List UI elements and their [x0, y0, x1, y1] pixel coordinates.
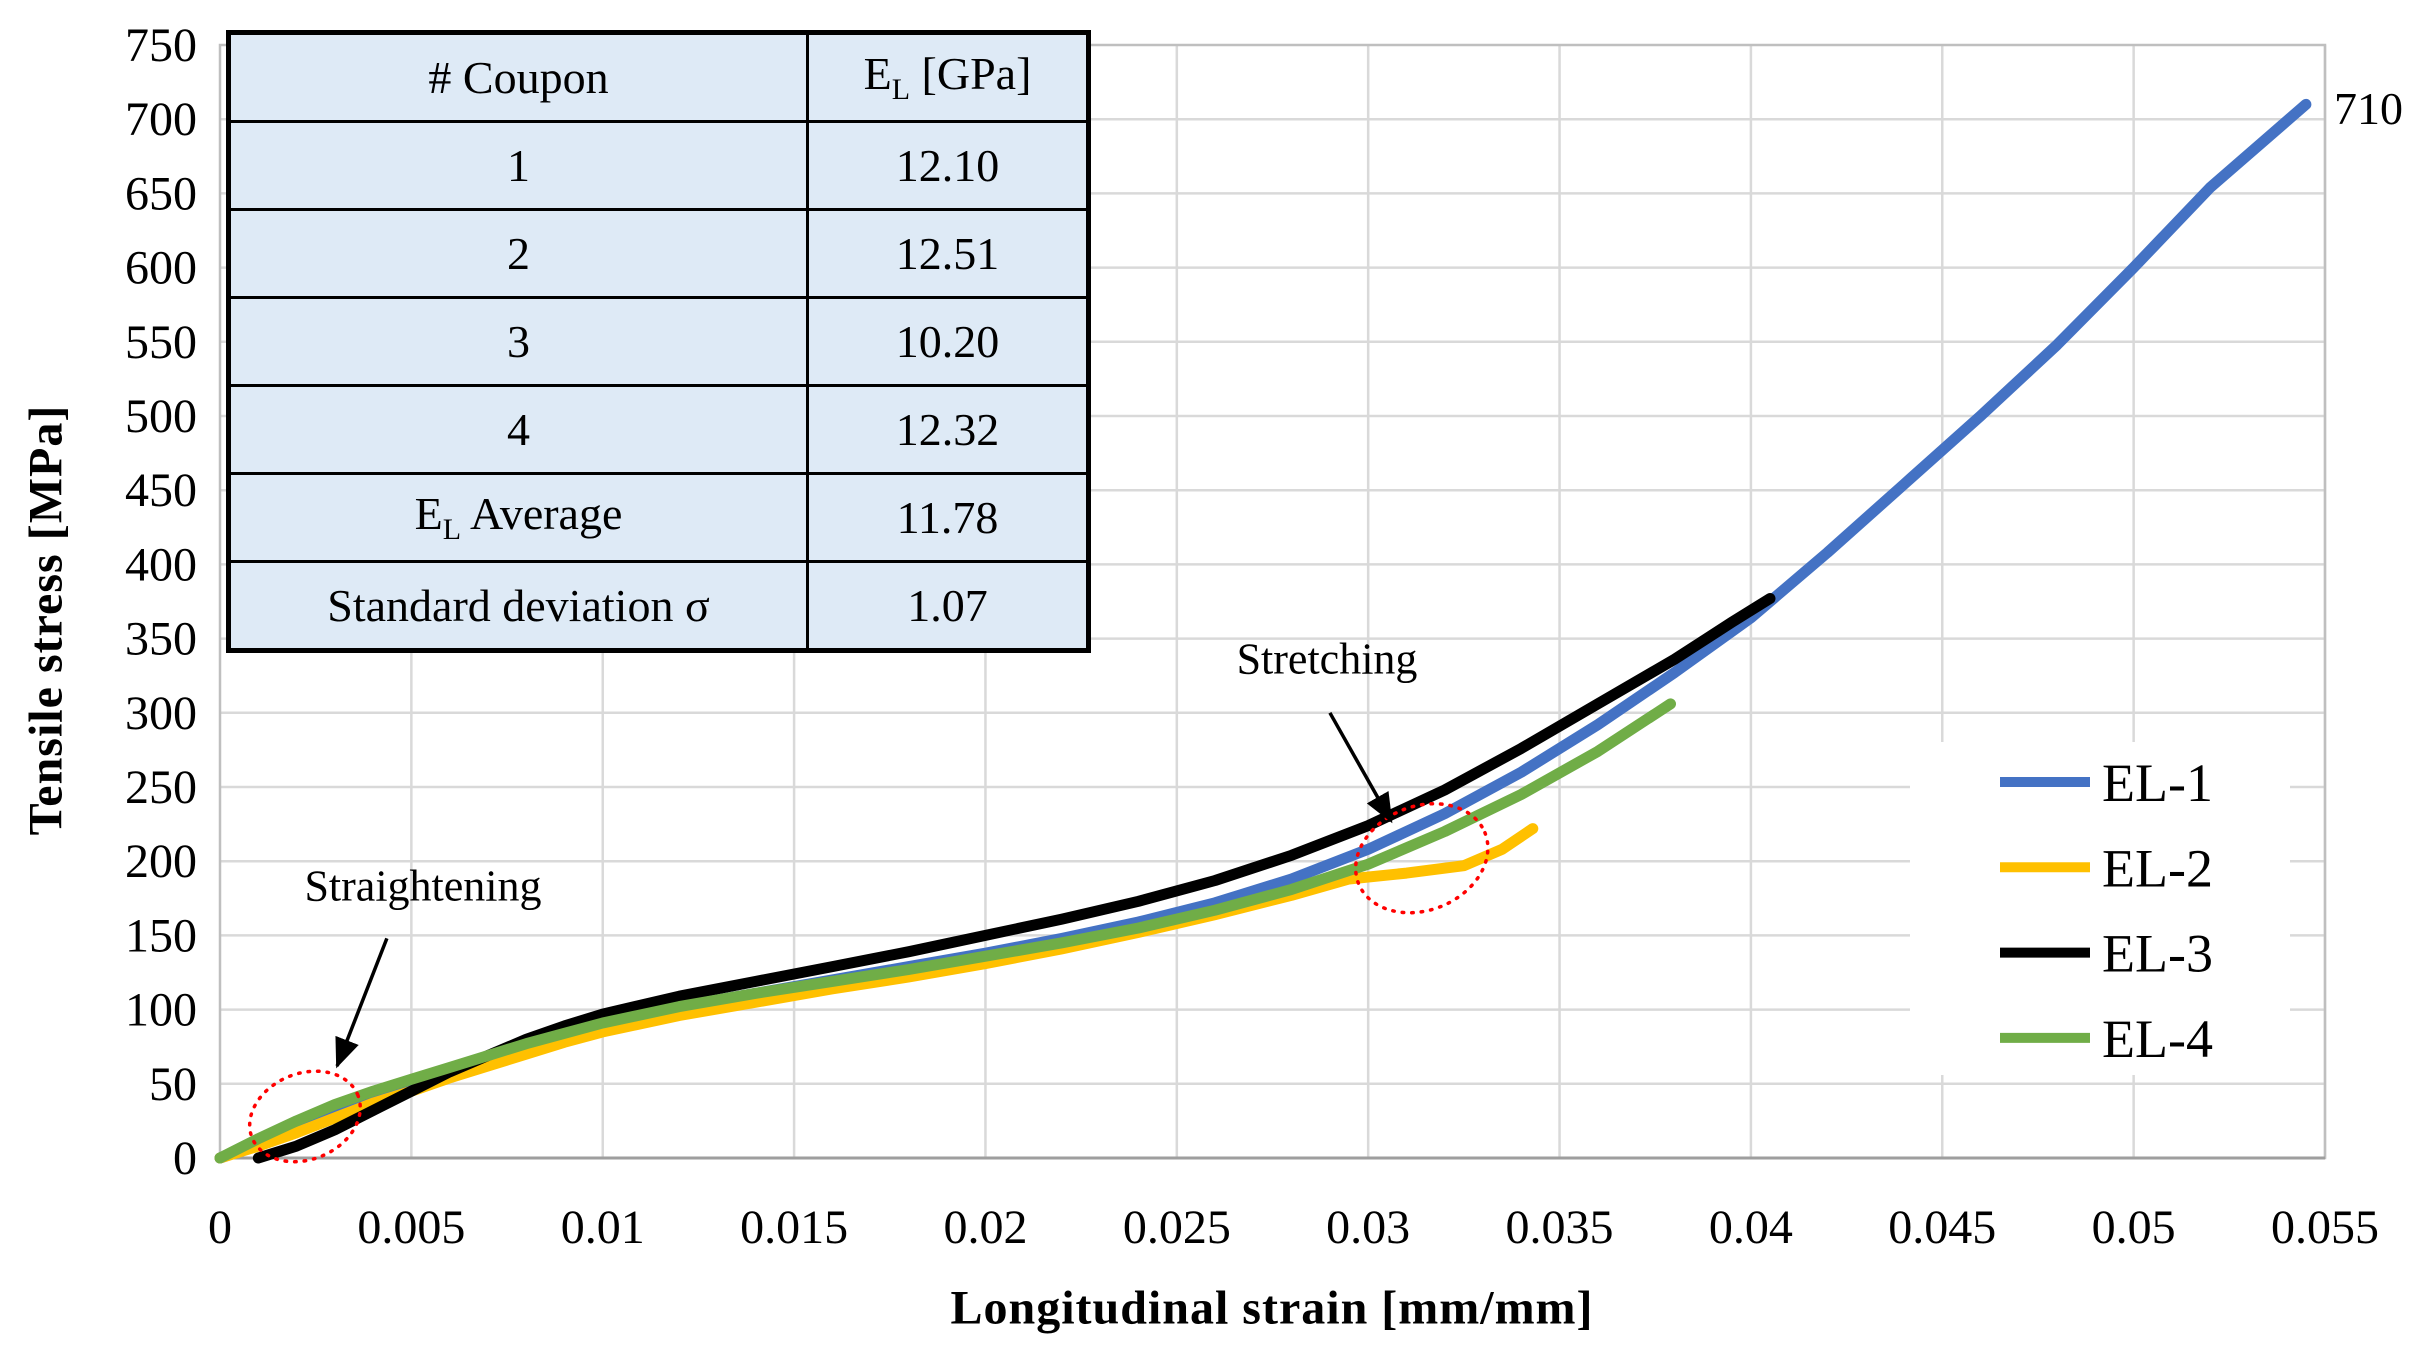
table-row: Standard deviation σ 1.07: [227, 560, 1090, 652]
y-tick-label: 500: [125, 390, 197, 443]
series-curve-EL-4: [214, 698, 1676, 1164]
x-tick-label: 0.005: [357, 1201, 465, 1254]
y-tick-label: 650: [125, 167, 197, 220]
annotation-stretching-label: Stretching: [1236, 634, 1418, 684]
modulus-cell: 12.10: [806, 120, 1090, 211]
table-row: EL Average 11.78: [227, 472, 1090, 563]
x-tick-label: 0.04: [1709, 1201, 1793, 1254]
x-tick-label: 0.055: [2271, 1201, 2379, 1254]
table-header-cell: # Coupon: [227, 31, 809, 123]
coupon-cell: 3: [227, 296, 809, 387]
table-row: 4 12.32: [227, 384, 1090, 475]
y-tick-label: 0: [173, 1132, 197, 1185]
x-tick-label: 0.015: [740, 1201, 848, 1254]
x-tick-label: 0.045: [1888, 1201, 1996, 1254]
annotation-arrow-0: [335, 937, 389, 1069]
y-tick-label: 450: [125, 464, 197, 517]
annotation-arrow-1: [1328, 711, 1393, 824]
series-curve-EL-2: [214, 823, 1539, 1164]
legend-label-EL-1: EL-1: [2102, 753, 2213, 813]
y-tick-label: 700: [125, 93, 197, 146]
legend-item-EL-1: EL-1: [2000, 753, 2213, 813]
y-tick-label: 600: [125, 242, 197, 295]
legend-background: [1910, 742, 2290, 1075]
modulus-cell: 10.20: [806, 296, 1090, 387]
coupon-cell: EL Average: [227, 472, 809, 563]
y-axis-title: Tensile stress [MPa]: [19, 404, 73, 836]
y-tick-label: 400: [125, 538, 197, 591]
modulus-cell: 1.07: [806, 560, 1090, 652]
modulus-cell: 11.78: [806, 472, 1090, 563]
modulus-cell: 12.51: [806, 208, 1090, 299]
coupon-cell: 1: [227, 120, 809, 211]
x-tick-label: 0.01: [561, 1201, 645, 1254]
x-tick-label: 0.05: [2092, 1201, 2176, 1254]
coupon-cell: 2: [227, 208, 809, 299]
x-tick-label: 0.02: [943, 1201, 1027, 1254]
legend-item-EL-4: EL-4: [2000, 1009, 2213, 1069]
coupon-cell: 4: [227, 384, 809, 475]
y-tick-label: 350: [125, 613, 197, 666]
annotation-straightening-label: Straightening: [304, 861, 542, 911]
legend-label-EL-2: EL-2: [2102, 838, 2213, 898]
legend-label-EL-3: EL-3: [2102, 924, 2213, 984]
x-axis-title: Longitudinal strain [mm/mm]: [950, 1281, 1594, 1335]
el1-end-value-label: 710: [2334, 83, 2403, 134]
coupon-modulus-table: # Coupon EL [GPa] 1 12.10 2 12.51 3 10.20 4 12.3…: [226, 30, 1091, 653]
legend-item-EL-2: EL-2: [2000, 838, 2213, 898]
y-tick-label: 150: [125, 909, 197, 962]
table-header-cell: EL [GPa]: [806, 31, 1090, 123]
y-tick-label: 250: [125, 761, 197, 814]
x-tick-label: 0.025: [1123, 1201, 1231, 1254]
legend-label-EL-4: EL-4: [2102, 1009, 2213, 1069]
y-tick-label: 100: [125, 984, 197, 1037]
y-tick-label: 550: [125, 316, 197, 369]
series-curve-EL-3: [252, 593, 1776, 1164]
modulus-cell: 12.32: [806, 384, 1090, 475]
table-row: 2 12.51: [227, 208, 1090, 299]
y-tick-label: 200: [125, 835, 197, 888]
table-body: 1 12.10 2 12.51 3 10.20 4 12.32 EL Average 11.78 S…: [227, 120, 1090, 652]
table-header-row: # Coupon EL [GPa]: [227, 31, 1090, 123]
table-row: 1 12.10: [227, 120, 1090, 211]
y-tick-label: 750: [125, 19, 197, 72]
table-row: 3 10.20: [227, 296, 1090, 387]
y-tick-label: 300: [125, 687, 197, 740]
x-tick-label: 0.035: [1506, 1201, 1614, 1254]
annotation-ellipse-0: [247, 1069, 362, 1164]
y-tick-label: 50: [149, 1058, 197, 1111]
annotation-ellipse-1: [1353, 801, 1490, 915]
x-tick-label: 0.03: [1326, 1201, 1410, 1254]
legend-item-EL-3: EL-3: [2000, 924, 2213, 984]
coupon-cell: Standard deviation σ: [227, 560, 809, 652]
x-tick-label: 0: [208, 1201, 232, 1254]
